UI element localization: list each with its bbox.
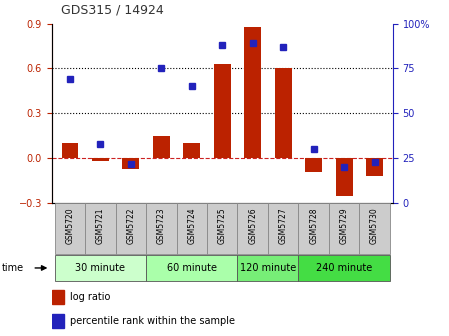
Text: GDS315 / 14924: GDS315 / 14924 — [61, 4, 163, 17]
Bar — [153, 136, 170, 158]
Bar — [183, 143, 200, 158]
FancyBboxPatch shape — [329, 203, 359, 254]
FancyBboxPatch shape — [146, 203, 176, 254]
Text: 120 minute: 120 minute — [240, 263, 296, 273]
FancyBboxPatch shape — [116, 203, 146, 254]
Text: GSM5730: GSM5730 — [370, 207, 379, 244]
Text: log ratio: log ratio — [70, 292, 111, 302]
FancyBboxPatch shape — [176, 203, 207, 254]
Bar — [336, 158, 352, 196]
Text: GSM5725: GSM5725 — [218, 207, 227, 244]
Text: GSM5727: GSM5727 — [279, 207, 288, 244]
FancyBboxPatch shape — [55, 255, 146, 281]
Bar — [62, 143, 78, 158]
FancyBboxPatch shape — [268, 203, 299, 254]
Bar — [52, 314, 64, 328]
Text: GSM5726: GSM5726 — [248, 207, 257, 244]
Text: GSM5721: GSM5721 — [96, 207, 105, 244]
Bar — [52, 290, 64, 304]
Bar — [305, 158, 322, 172]
FancyBboxPatch shape — [299, 203, 329, 254]
Bar — [214, 64, 231, 158]
Text: GSM5728: GSM5728 — [309, 207, 318, 244]
Text: GSM5724: GSM5724 — [187, 207, 196, 244]
FancyBboxPatch shape — [207, 203, 238, 254]
FancyBboxPatch shape — [238, 255, 299, 281]
Bar — [123, 158, 139, 169]
Text: GSM5722: GSM5722 — [126, 207, 135, 244]
Text: 30 minute: 30 minute — [75, 263, 125, 273]
Bar — [92, 158, 109, 161]
Text: GSM5723: GSM5723 — [157, 207, 166, 244]
Bar — [366, 158, 383, 176]
FancyBboxPatch shape — [85, 203, 116, 254]
FancyBboxPatch shape — [359, 203, 390, 254]
Text: GSM5720: GSM5720 — [66, 207, 75, 244]
Text: 240 minute: 240 minute — [316, 263, 372, 273]
Text: 60 minute: 60 minute — [167, 263, 217, 273]
Text: percentile rank within the sample: percentile rank within the sample — [70, 316, 235, 326]
FancyBboxPatch shape — [299, 255, 390, 281]
Bar — [244, 27, 261, 158]
Bar — [275, 69, 291, 158]
FancyBboxPatch shape — [55, 203, 85, 254]
Text: time: time — [2, 263, 24, 273]
Text: GSM5729: GSM5729 — [339, 207, 348, 244]
FancyBboxPatch shape — [146, 255, 238, 281]
FancyBboxPatch shape — [238, 203, 268, 254]
